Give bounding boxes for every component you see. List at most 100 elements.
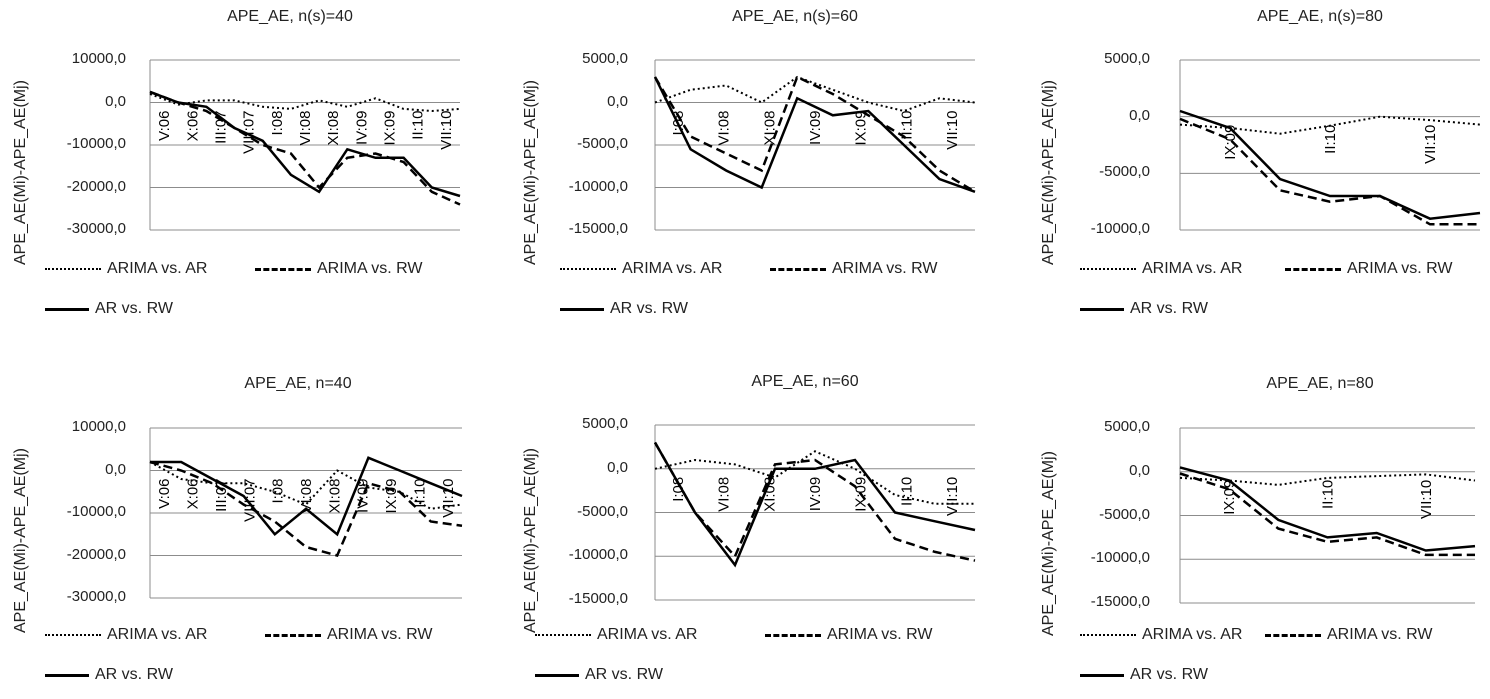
legend-swatch (45, 268, 101, 270)
chart-title: APE_AE, n(s)=80 (1257, 8, 1383, 25)
legend-item: AR vs. RW (1080, 666, 1208, 684)
y-tick-label: -5000,0 (1099, 505, 1150, 523)
legend-swatch (1265, 633, 1321, 637)
x-category-label: V:06 (156, 111, 173, 141)
plot-area: V:06 X:06 III:07 VIII:07 I:08 VI:08 XI:08 IV:09… (149, 59, 461, 231)
legend-swatch (255, 267, 311, 271)
legend-swatch (1080, 673, 1124, 677)
plot-area: I:08 VI:08 XI:08 IV:09 IX:09 II:10 VII:10 (653, 59, 976, 231)
legend-swatch (45, 634, 101, 636)
x-category-label: II:10 (898, 111, 915, 140)
legend-item: ARIMA vs. RW (265, 626, 433, 644)
x-category-label: I:08 (270, 479, 287, 504)
legend-swatch (1080, 268, 1136, 270)
y-tick-label: -5000,0 (1099, 163, 1150, 181)
series-line-arima-vs-rw (653, 441, 976, 562)
legend-item: ARIMA vs. AR (1080, 626, 1242, 644)
legend-label: ARIMA vs. RW (1327, 626, 1433, 643)
y-tick-label: 0,0 (1129, 106, 1150, 124)
legend-swatch (1080, 634, 1136, 636)
y-tick-label: 0,0 (105, 460, 126, 478)
x-category-label: VII:10 (1418, 480, 1435, 519)
y-tick-label: 0,0 (607, 458, 628, 476)
legend-swatch (1080, 307, 1124, 311)
series-line-arima-vs-ar (149, 461, 463, 510)
plot-area: V:06 X:06 III:07 VIII:07 I:08 VI:08 XI:08 IV:09… (149, 427, 463, 599)
legend-item: ARIMA vs. RW (255, 260, 423, 278)
legend-label: ARIMA vs. RW (1347, 260, 1453, 277)
legend-label: ARIMA vs. AR (107, 260, 208, 277)
series-line-ar-vs-rw (653, 76, 976, 193)
legend-item: ARIMA vs. RW (770, 260, 938, 278)
chart-title: APE_AE, n=80 (1266, 375, 1374, 392)
legend-label: AR vs. RW (95, 300, 173, 317)
series-line-ar-vs-rw (149, 90, 461, 198)
plot-area: IX:09 II:10 VII:10 (1179, 427, 1476, 604)
x-category-label: II:10 (410, 111, 427, 140)
legend-item: ARIMA vs. AR (560, 260, 722, 278)
x-category-label: VII:10 (944, 477, 961, 516)
legend-swatch (265, 633, 321, 637)
series-line-arima-vs-rw (1179, 117, 1480, 226)
legend-item: ARIMA vs. AR (45, 626, 207, 644)
legend-label: ARIMA vs. AR (1142, 260, 1243, 277)
legend-item: AR vs. RW (535, 666, 663, 684)
x-category-label: XI:08 (761, 111, 778, 146)
y-tick-label: -30000,0 (66, 220, 126, 237)
x-category-label: II:10 (898, 477, 915, 506)
plot-area: I:08 VI:08 XI:08 IV:09 IX:09 II:10 VII:10 (653, 424, 976, 601)
y-tick-label: 5000,0 (1104, 418, 1150, 435)
y-tick-label: 5000,0 (582, 415, 628, 432)
legend-label: AR vs. RW (585, 666, 663, 683)
series-line-arima-vs-rw (149, 90, 461, 206)
x-category-label: II:10 (1320, 480, 1337, 509)
y-tick-label: 0,0 (607, 92, 628, 110)
series-line-ar-vs-rw (653, 441, 976, 568)
series-line-arima-vs-ar (149, 93, 461, 113)
series-line-arima-vs-ar (1179, 473, 1476, 486)
y-tick-label: -30000,0 (66, 588, 126, 605)
y-tick-label: 10000,0 (71, 50, 126, 67)
x-category-label: I:08 (269, 111, 286, 136)
x-category-label: VI:08 (716, 477, 733, 512)
y-tick-label: 0,0 (105, 92, 126, 110)
x-category-label: III:07 (212, 111, 229, 144)
y-tick-label: 5000,0 (582, 50, 628, 67)
y-tick-label: -10000,0 (1090, 220, 1150, 237)
legend-item: AR vs. RW (1080, 300, 1208, 318)
series-line-arima-vs-rw (149, 460, 463, 557)
y-tick-label: -15000,0 (568, 590, 628, 607)
y-tick-label: 0,0 (1129, 461, 1150, 479)
legend-swatch (765, 633, 821, 637)
legend-swatch (770, 267, 826, 271)
series-line-arima-vs-ar (654, 75, 976, 113)
x-category-label: VI:08 (298, 479, 315, 514)
legend-item: ARIMA vs. AR (1080, 260, 1242, 278)
legend-label: AR vs. RW (610, 300, 688, 317)
y-tick-label: -10000,0 (66, 135, 126, 152)
legend-swatch (560, 307, 604, 311)
legend-swatch (1285, 267, 1341, 271)
y-tick-label: -10000,0 (66, 503, 126, 520)
legend-label: AR vs. RW (1130, 300, 1208, 317)
legend-label: ARIMA vs. RW (832, 260, 938, 277)
x-category-label: VII:10 (1422, 125, 1439, 164)
y-tick-label: -10000,0 (568, 177, 628, 195)
x-category-label: VIII:07 (241, 111, 258, 154)
x-category-label: VII:10 (944, 111, 961, 150)
legend-label: ARIMA vs. AR (107, 626, 208, 643)
series-line-arima-vs-rw (1179, 472, 1475, 557)
x-category-label: VIII:07 (241, 479, 258, 522)
x-category-label: IV:09 (807, 477, 824, 511)
x-category-label: II:10 (1322, 125, 1339, 154)
y-tick-label: -5000,0 (577, 502, 628, 520)
x-category-label: VII:10 (440, 479, 457, 518)
plot-area: IX:09 II:10 VII:10 (1179, 59, 1481, 231)
series-line-ar-vs-rw (1179, 109, 1481, 220)
series-line-ar-vs-rw (1179, 466, 1476, 552)
series-line-arima-vs-rw (653, 75, 976, 193)
y-tick-label: 5000,0 (1104, 50, 1150, 67)
legend-label: AR vs. RW (95, 666, 173, 683)
y-tick-label: -15000,0 (1090, 593, 1150, 610)
